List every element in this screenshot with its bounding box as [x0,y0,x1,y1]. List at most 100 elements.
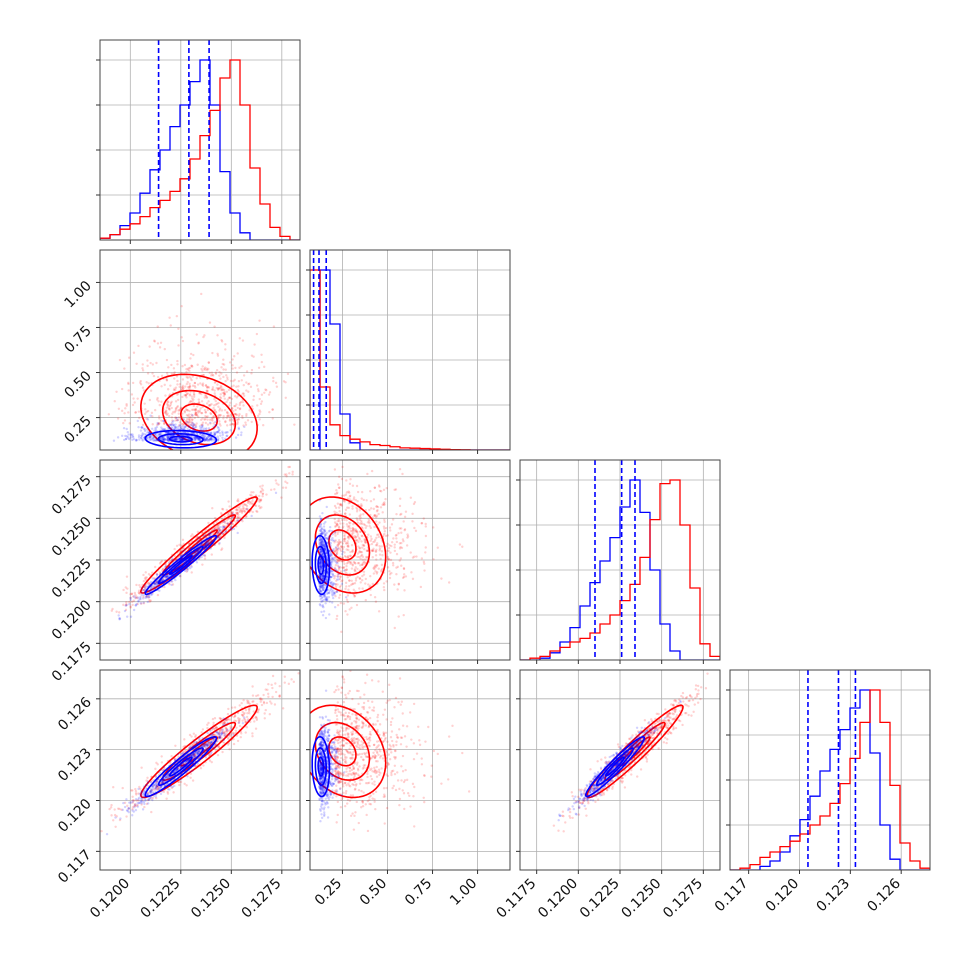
scatter-point [146,600,149,604]
scatter-point [186,567,190,571]
scatter-point [225,390,228,394]
scatter-point [252,398,255,402]
scatter-point [150,593,153,597]
scatter-point [210,436,213,439]
scatter-point [284,480,287,483]
scatter-point [393,546,396,549]
scatter-point [191,365,194,368]
scatter-point [299,666,301,668]
scatter-point [192,392,196,396]
scatter-point [230,521,233,525]
scatter-point [154,428,158,431]
scatter-point [184,394,187,397]
scatter-point [210,439,214,442]
scatter-point [358,577,362,580]
scatter-point [388,544,391,547]
scatter-point [169,384,172,387]
scatter-point [220,531,223,534]
scatter-point [363,539,366,543]
scatter-point [340,546,343,549]
scatter-point [168,560,171,563]
scatter-point [231,364,234,367]
scatter-point [284,381,287,384]
scatter-point [206,430,209,434]
scatter-point [318,587,321,591]
scatter-point [281,707,285,710]
scatter-point [181,386,185,389]
scatter-point [238,510,242,514]
scatter-point [235,413,238,416]
scatter-point [236,531,239,535]
scatter-point [194,551,198,554]
scatter-point [235,508,239,512]
scatter-point [165,371,169,375]
scatter-point [348,560,352,564]
scatter-point [182,438,185,442]
scatter-point [146,431,149,434]
scatter-point [174,388,177,392]
scatter-point [147,589,151,593]
scatter-point [196,549,199,553]
scatter-point [171,437,175,441]
scatter-point [353,582,357,585]
scatter-point [169,401,173,405]
scatter-point [180,426,183,429]
scatter-point [190,571,193,574]
scatter-point [209,421,212,424]
scatter-point [160,400,163,403]
scatter-point [197,400,201,404]
scatter-point [387,549,390,553]
scatter-point [230,397,234,401]
scatter-point [288,465,292,469]
scatter-point [152,374,156,378]
scatter-point [142,389,146,392]
scatter-point [199,767,203,770]
scatter-point [356,552,360,555]
scatter-point [204,544,208,547]
scatter-point [405,544,409,547]
scatter-point [215,520,218,524]
scatter-point [230,385,233,388]
scatter-point [238,407,242,411]
scatter-point [360,503,363,506]
scatter-point [206,418,209,421]
scatter-point [217,427,220,430]
scatter-point [188,366,192,370]
scatter-point [242,374,246,377]
scatter-point [368,508,371,512]
scatter-point [234,395,237,398]
scatter-point [340,504,344,507]
scatter-point [258,418,261,421]
scatter-point [147,582,150,585]
scatter-point [186,368,190,371]
scatter-point [375,520,378,523]
scatter-point [197,415,200,419]
scatter-point [333,532,337,535]
scatter-point [254,504,258,508]
scatter-point [201,433,204,437]
scatter-point [355,510,359,513]
scatter-point [163,575,167,579]
scatter-point [113,400,116,403]
scatter-point [216,383,219,386]
scatter-point [235,413,238,417]
scatter-point [173,426,177,429]
scatter-point [137,410,141,413]
scatter-point [145,594,149,598]
scatter-point [436,546,440,549]
scatter-point [155,585,159,589]
scatter-point [361,579,364,582]
scatter-point [124,603,128,607]
scatter-point [237,500,240,503]
scatter-point [166,575,169,579]
scatter-point [206,541,209,544]
scatter-point [206,543,210,546]
scatter-point [184,408,188,411]
scatter-point [177,439,181,442]
scatter-point [245,414,248,418]
scatter-point [324,533,328,536]
scatter-point [184,393,188,397]
scatter-point [369,499,373,503]
scatter-point [224,431,227,434]
scatter-point [194,436,197,439]
